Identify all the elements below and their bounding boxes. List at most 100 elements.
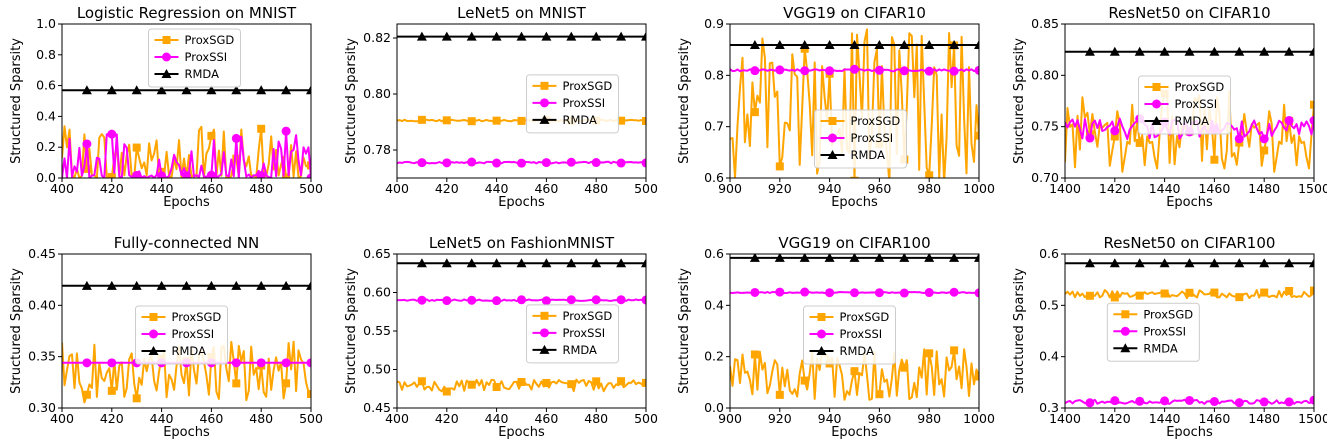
x-tick-label: 1440 [1149, 181, 1181, 196]
series-marker [256, 85, 267, 95]
series-marker [517, 116, 526, 125]
x-tick-label: 920 [768, 411, 792, 426]
series-marker [949, 40, 960, 50]
legend-label-proxsgd: ProxSGD [1175, 80, 1225, 94]
series-marker [591, 31, 602, 41]
series-marker [1259, 258, 1270, 268]
series-marker [517, 158, 526, 168]
y-axis-label: Structured Sparsity [1012, 38, 1027, 164]
legend-box [135, 305, 228, 365]
x-tick-label: 1500 [1298, 411, 1327, 426]
legend-label-proxsgd: ProxSGD [185, 33, 235, 47]
legend-marker [1152, 99, 1161, 109]
chart-title: LeNet5 on FashionMNIST [429, 234, 615, 252]
series-marker [1285, 286, 1294, 295]
legend-marker [161, 69, 172, 78]
series-marker [800, 376, 809, 385]
series-marker [750, 66, 760, 76]
series-marker [1135, 138, 1144, 147]
series-marker [774, 254, 785, 262]
x-tick-label: 940 [818, 411, 842, 426]
series-marker [1259, 46, 1270, 56]
legend-label-proxssi: ProxSSI [1143, 324, 1186, 338]
x-tick-label: 400 [50, 411, 74, 426]
series-marker [641, 258, 646, 268]
y-axis-label: Structured Sparsity [677, 268, 692, 394]
x-tick-label: 440 [485, 411, 509, 426]
series-marker [491, 31, 502, 41]
x-tick-label: 400 [50, 181, 74, 196]
x-tick-label: 460 [199, 411, 223, 426]
series-marker [1310, 100, 1314, 109]
y-axis-label: Structured Sparsity [9, 38, 24, 164]
x-tick-label: 960 [867, 181, 891, 196]
y-tick-label: 0.0 [36, 170, 56, 185]
series-marker [157, 171, 167, 178]
legend-label-rmda: RMDA [185, 67, 220, 81]
series-marker [775, 162, 784, 171]
x-tick-label: 420 [435, 411, 459, 426]
series-marker [1310, 286, 1314, 295]
y-tick-label: 0.3 [1039, 400, 1059, 415]
series-marker [642, 116, 646, 125]
y-tick-label: 0.45 [363, 400, 391, 415]
chart-title: ResNet50 on CIFAR10 [1108, 4, 1270, 22]
series-marker [206, 280, 217, 290]
series-group-6 [730, 254, 979, 401]
series-marker [181, 85, 192, 95]
series-marker [924, 254, 935, 262]
series-marker [417, 115, 426, 124]
x-tick-label: 900 [718, 411, 742, 426]
x-tick-label: 1480 [1248, 411, 1280, 426]
chart-panel-1: LeNet5 on MNIST 400 420 440 460 480 500 0.78 0.8… [344, 4, 658, 210]
series-marker [750, 350, 759, 359]
series-marker [899, 40, 910, 50]
y-axis-label: Structured Sparsity [344, 268, 359, 394]
x-tick-label: 1420 [1099, 411, 1131, 426]
chart-title: VGG19 on CIFAR10 [783, 4, 926, 22]
legend-label-proxssi: ProxSSI [851, 131, 894, 145]
series-marker [874, 288, 884, 298]
x-tick-label: 460 [534, 181, 558, 196]
series-marker [1259, 397, 1269, 407]
series-marker [441, 31, 452, 41]
legend-label-rmda: RMDA [851, 148, 886, 162]
series-marker [1135, 291, 1144, 300]
legend-box [148, 28, 241, 88]
series-marker [82, 164, 91, 173]
x-tick-label: 980 [917, 181, 941, 196]
series-marker [566, 157, 576, 167]
y-tick-label: 0.6 [1039, 246, 1059, 261]
legend-marker [162, 36, 171, 44]
series-marker [1284, 115, 1294, 125]
series-marker [825, 288, 835, 298]
series-marker [592, 377, 601, 386]
series-marker [1085, 133, 1095, 143]
legend: ProxSGD ProxSSI RMDA [1138, 75, 1231, 135]
series-marker [81, 280, 92, 290]
legend-label-proxssi: ProxSSI [562, 96, 605, 110]
series-marker [182, 171, 191, 178]
legend-marker [149, 329, 158, 339]
legend-marker [540, 81, 549, 90]
x-tick-label: 460 [534, 411, 558, 426]
series-marker [749, 40, 760, 50]
series-marker [566, 258, 577, 268]
chart-panel-2: VGG19 on CIFAR10 900 920 940 960 980 1000 0.6 0.… [677, 4, 995, 210]
x-tick-label: 1000 [963, 181, 995, 196]
legend-label-proxssi: ProxSSI [562, 326, 605, 340]
series-marker [131, 85, 142, 95]
series-marker [257, 124, 266, 133]
series-marker [467, 295, 477, 305]
y-tick-label: 0.35 [28, 349, 56, 364]
series-marker [306, 85, 311, 95]
y-axis-label: Structured Sparsity [9, 268, 24, 394]
series-marker [441, 258, 452, 268]
series-marker [1260, 146, 1269, 155]
legend-marker [1152, 83, 1161, 91]
legend-label-proxsgd: ProxSGD [840, 310, 890, 324]
series-marker [617, 116, 626, 125]
x-tick-label: 1460 [1198, 181, 1230, 196]
legend-box [525, 74, 619, 134]
y-tick-label: 0.80 [1031, 67, 1059, 82]
